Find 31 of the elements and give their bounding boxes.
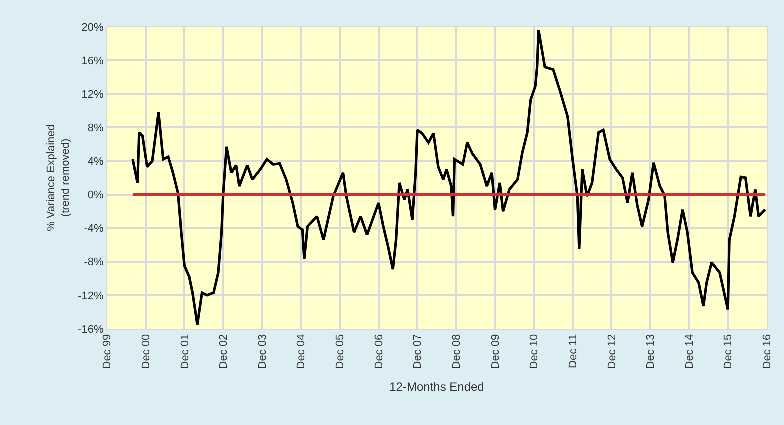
y-tick-label: -16% — [78, 324, 104, 336]
y-tick-label: 4% — [88, 156, 104, 168]
x-tick-label: Dec 03 — [256, 334, 269, 370]
y-tick-label: -4% — [84, 223, 104, 236]
line-series — [132, 29, 767, 326]
x-tick-label: Dec 08 — [451, 334, 464, 370]
x-axis-title: 12-Months Ended — [390, 380, 484, 394]
y-tick-label: 8% — [88, 122, 104, 135]
x-tick-label: Dec 01 — [179, 334, 192, 370]
y-tick-label: 12% — [82, 88, 104, 101]
x-tick-label: Dec 04 — [296, 334, 308, 370]
x-tick-label: Dec 00 — [140, 334, 152, 370]
x-tick-label: Dec 14 — [684, 334, 696, 370]
x-tick-label: Dec 02 — [218, 334, 230, 370]
x-tick-label: Dec 07 — [412, 334, 424, 370]
y-tick-label: 20% — [82, 22, 104, 34]
x-tick-label: Dec 05 — [334, 334, 347, 370]
y-tick-label: -12% — [78, 290, 104, 302]
y-axis-title: % Variance Explained (trend removed) — [45, 124, 72, 232]
x-tick-label: Dec 09 — [490, 334, 502, 370]
y-tick-label: 0% — [88, 190, 104, 202]
y-tick-label: -8% — [84, 256, 104, 269]
x-tick-label: Dec 16 — [762, 334, 774, 370]
x-tick-label: Dec 12 — [606, 334, 618, 370]
x-tick-label: Dec 11 — [567, 334, 580, 368]
x-tick-label: Dec 99 — [102, 334, 114, 370]
x-tick-label: Dec 10 — [528, 334, 541, 370]
y-tick-label: 16% — [82, 55, 104, 68]
x-tick-label: Dec 15 — [722, 334, 735, 370]
x-tick-label: Dec 06 — [373, 334, 386, 370]
x-tick-label: Dec 13 — [645, 334, 658, 370]
